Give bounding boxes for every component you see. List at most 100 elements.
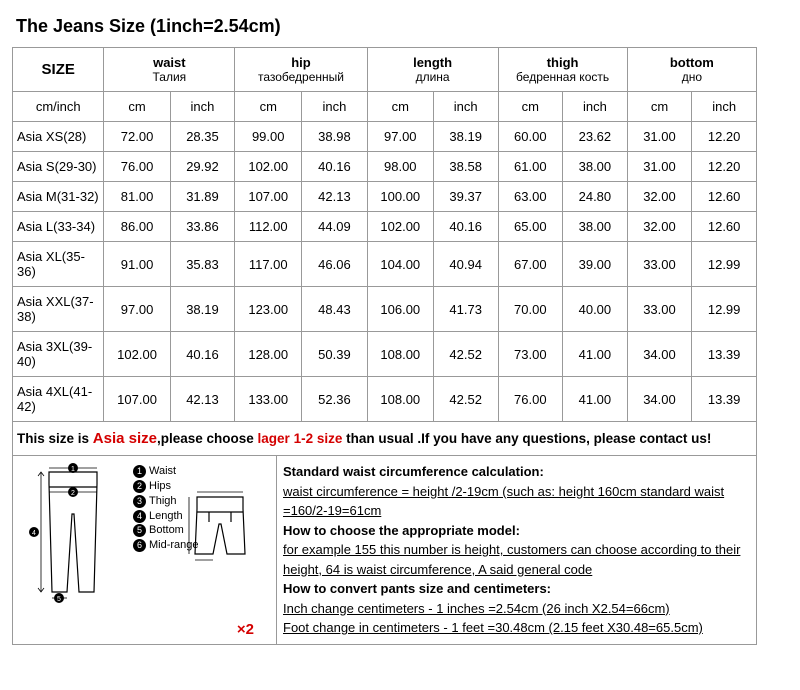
value-cell: 61.00 (498, 152, 563, 182)
value-cell: 108.00 (367, 377, 433, 422)
value-cell: 40.16 (302, 152, 367, 182)
x2-label: ×2 (237, 621, 254, 638)
header-size: SIZE (13, 48, 104, 92)
size-cell: Asia 4XL(41-42) (13, 377, 104, 422)
value-cell: 128.00 (235, 332, 302, 377)
header-row-1: SIZE waist Талия hip тазобедренный lengt… (13, 48, 757, 92)
info-h1: Standard waist circumference calculation… (283, 462, 750, 482)
value-cell: 73.00 (498, 332, 563, 377)
value-cell: 107.00 (235, 182, 302, 212)
table-row: Asia L(33-34)86.0033.86112.0044.09102.00… (13, 212, 757, 242)
size-table: SIZE waist Талия hip тазобедренный lengt… (12, 47, 757, 456)
header-cm: cm (627, 92, 692, 122)
svg-text:2: 2 (71, 490, 75, 497)
value-cell: 46.06 (302, 242, 367, 287)
value-cell: 133.00 (235, 377, 302, 422)
value-cell: 33.00 (627, 287, 692, 332)
value-cell: 33.86 (170, 212, 235, 242)
value-cell: 81.00 (104, 182, 170, 212)
header-length-en: length (371, 55, 495, 70)
value-cell: 12.20 (692, 152, 757, 182)
value-cell: 38.19 (170, 287, 235, 332)
note-pre: This size is (17, 431, 93, 446)
value-cell: 97.00 (104, 287, 170, 332)
legend-item: 6Mid-range (133, 538, 199, 553)
value-cell: 42.52 (433, 377, 498, 422)
header-length: length длина (367, 48, 498, 92)
value-cell: 23.62 (563, 122, 628, 152)
value-cell: 40.94 (433, 242, 498, 287)
info-text: Standard waist circumference calculation… (277, 456, 756, 644)
value-cell: 38.98 (302, 122, 367, 152)
header-thigh-ru: бедренная кость (502, 70, 624, 84)
value-cell: 31.89 (170, 182, 235, 212)
value-cell: 99.00 (235, 122, 302, 152)
value-cell: 106.00 (367, 287, 433, 332)
header-hip: hip тазобедренный (235, 48, 367, 92)
size-cell: Asia 3XL(39-40) (13, 332, 104, 377)
value-cell: 91.00 (104, 242, 170, 287)
value-cell: 48.43 (302, 287, 367, 332)
value-cell: 60.00 (498, 122, 563, 152)
value-cell: 38.00 (563, 212, 628, 242)
value-cell: 65.00 (498, 212, 563, 242)
diagram-legend: 1Waist2Hips3Thigh4Length5Bottom6Mid-rang… (133, 464, 199, 553)
value-cell: 102.00 (104, 332, 170, 377)
value-cell: 33.00 (627, 242, 692, 287)
size-cell: Asia XL(35-36) (13, 242, 104, 287)
value-cell: 40.16 (170, 332, 235, 377)
chart-title: The Jeans Size (1inch=2.54cm) (12, 10, 757, 47)
table-row: Asia XL(35-36)91.0035.83117.0046.06104.0… (13, 242, 757, 287)
header-thigh-en: thigh (502, 55, 624, 70)
value-cell: 108.00 (367, 332, 433, 377)
value-cell: 97.00 (367, 122, 433, 152)
table-row: Asia XXL(37-38)97.0038.19123.0048.43106.… (13, 287, 757, 332)
svg-text:1: 1 (71, 466, 75, 473)
value-cell: 52.36 (302, 377, 367, 422)
value-cell: 31.00 (627, 152, 692, 182)
bottom-area: 1 2 4 5 1Waist2Hips3Thigh4Length5Bottom6… (12, 456, 757, 645)
header-inch: inch (302, 92, 367, 122)
info-l3: Inch change centimeters - 1 inches =2.54… (283, 599, 750, 619)
info-h3: How to convert pants size and centimeter… (283, 579, 750, 599)
legend-item: 3Thigh (133, 494, 199, 509)
value-cell: 117.00 (235, 242, 302, 287)
header-inch: inch (170, 92, 235, 122)
svg-text:5: 5 (57, 596, 61, 603)
pants-diagram: 1 2 4 5 1Waist2Hips3Thigh4Length5Bottom6… (13, 456, 277, 644)
value-cell: 76.00 (498, 377, 563, 422)
info-l4: Foot change in centimeters - 1 feet =30.… (283, 618, 750, 638)
value-cell: 123.00 (235, 287, 302, 332)
header-row-2: cm/inchcminchcminchcminchcminchcminch (13, 92, 757, 122)
value-cell: 42.52 (433, 332, 498, 377)
value-cell: 39.37 (433, 182, 498, 212)
value-cell: 12.60 (692, 212, 757, 242)
size-cell: Asia S(29-30) (13, 152, 104, 182)
value-cell: 102.00 (235, 152, 302, 182)
legend-item: 4Length (133, 509, 199, 524)
value-cell: 98.00 (367, 152, 433, 182)
size-cell: Asia XS(28) (13, 122, 104, 152)
value-cell: 34.00 (627, 332, 692, 377)
value-cell: 29.92 (170, 152, 235, 182)
table-row: Asia 3XL(39-40)102.0040.16128.0050.39108… (13, 332, 757, 377)
value-cell: 100.00 (367, 182, 433, 212)
value-cell: 42.13 (302, 182, 367, 212)
size-cell: Asia L(33-34) (13, 212, 104, 242)
table-row: Asia S(29-30)76.0029.92102.0040.1698.003… (13, 152, 757, 182)
note-row: This size is Asia size,please choose lag… (13, 422, 757, 456)
value-cell: 28.35 (170, 122, 235, 152)
note-mid: ,please choose (157, 431, 258, 446)
header-cm: cm (498, 92, 563, 122)
header-bottom-en: bottom (631, 55, 753, 70)
info-h2: How to choose the appropriate model: (283, 521, 750, 541)
value-cell: 63.00 (498, 182, 563, 212)
value-cell: 72.00 (104, 122, 170, 152)
value-cell: 13.39 (692, 377, 757, 422)
value-cell: 12.60 (692, 182, 757, 212)
value-cell: 104.00 (367, 242, 433, 287)
legend-item: 5Bottom (133, 523, 199, 538)
value-cell: 41.73 (433, 287, 498, 332)
size-cell: Asia M(31-32) (13, 182, 104, 212)
value-cell: 42.13 (170, 377, 235, 422)
